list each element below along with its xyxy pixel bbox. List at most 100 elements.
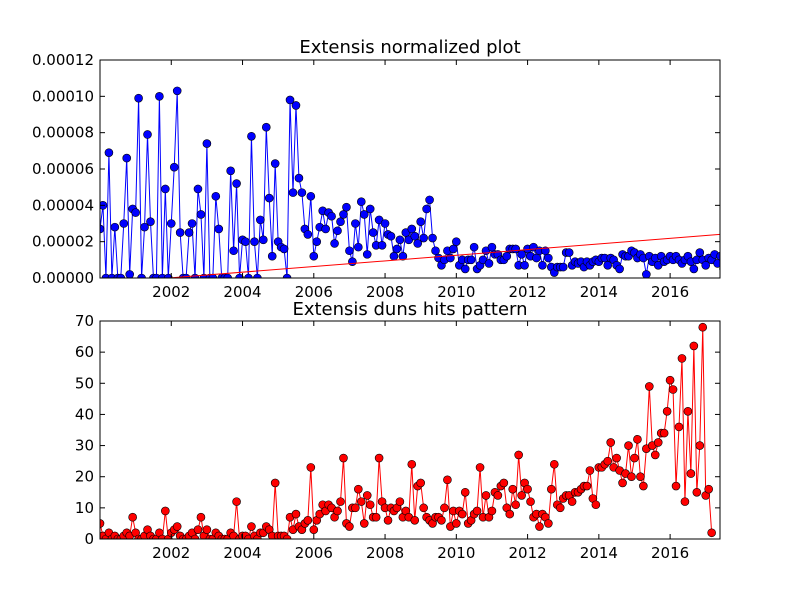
data-point: [351, 219, 360, 228]
y-axis: 0 10 20 30 40 50 60 70: [75, 312, 720, 548]
data-point: [131, 208, 140, 217]
data-point: [362, 491, 372, 500]
data-point: [362, 250, 372, 259]
data-point: [505, 509, 515, 519]
data-point: [143, 130, 152, 139]
data-point: [704, 484, 713, 494]
axes-frame: [99, 320, 721, 540]
data-point: [175, 228, 185, 237]
y-tick-label: 0.00004: [32, 196, 94, 214]
data-point: [365, 500, 375, 510]
x-tick-label: 2012: [508, 544, 546, 562]
data-point: [701, 260, 711, 270]
x-tick-label: 2006: [295, 283, 333, 301]
data-point: [306, 191, 316, 201]
data-point: [306, 463, 316, 472]
data-point: [270, 159, 280, 168]
y-tick-label: 10: [75, 499, 94, 517]
data-point: [119, 219, 129, 228]
data-point: [377, 241, 387, 250]
data-point: [538, 260, 547, 270]
data-point: [211, 191, 221, 201]
data-point: [639, 481, 648, 491]
data-point: [282, 534, 292, 539]
data-point: [187, 219, 197, 228]
axes-frame: [99, 59, 721, 279]
data-point: [354, 484, 363, 494]
data-point: [659, 428, 669, 438]
data-point: [354, 242, 363, 252]
data-point: [627, 472, 636, 482]
data-point: [247, 522, 256, 531]
data-point: [410, 231, 420, 241]
data-point: [591, 500, 601, 510]
data-point: [374, 453, 384, 463]
data-point: [475, 463, 485, 472]
data-point: [155, 92, 164, 101]
data-point: [253, 273, 262, 278]
data-point: [689, 341, 699, 351]
chart-duns-hits-pattern: Extensis duns hits pattern 0 10 20 30 40 50 60…: [75, 299, 721, 562]
data-point: [122, 153, 132, 163]
y-tick-label: 0.00006: [32, 160, 94, 178]
data-point: [169, 162, 179, 172]
data-point: [630, 453, 639, 463]
y-tick-label: 0: [84, 530, 94, 548]
data-point: [428, 233, 437, 243]
data-point: [128, 512, 137, 522]
data-point: [241, 237, 250, 246]
data-point: [674, 422, 684, 432]
data-point: [389, 251, 399, 261]
x-tick-label: 2006: [295, 544, 333, 562]
data-point: [256, 215, 265, 225]
data-point: [633, 435, 642, 444]
data-point: [202, 139, 212, 148]
data-point: [585, 466, 595, 475]
data-point: [232, 497, 241, 506]
data-point: [291, 509, 301, 519]
data-point: [392, 244, 402, 254]
data-point: [294, 173, 304, 183]
data-point: [466, 255, 476, 265]
y-tick-label: 30: [75, 437, 94, 455]
data-point: [244, 273, 253, 278]
data-point: [288, 188, 298, 197]
x-tick-label: 2002: [152, 544, 190, 562]
data-point: [624, 441, 633, 450]
data-point: [437, 516, 446, 525]
data-point: [339, 453, 348, 463]
data-point: [407, 224, 417, 234]
data-point: [214, 224, 224, 234]
data-point: [460, 264, 470, 274]
data-point: [469, 242, 479, 252]
x-tick-label: 2014: [580, 544, 618, 562]
data-point: [499, 478, 509, 488]
x-tick-label: 2004: [223, 544, 261, 562]
data-point: [615, 264, 624, 274]
data-point: [636, 472, 645, 482]
data-point: [645, 382, 654, 391]
x-tick-label: 2016: [651, 544, 689, 562]
data-point: [582, 481, 592, 491]
data-point: [502, 251, 512, 261]
series-0: [100, 86, 720, 278]
data-point: [161, 506, 170, 516]
data-point: [110, 222, 120, 232]
data-point: [333, 226, 342, 236]
plot-area: [100, 322, 716, 539]
data-point: [282, 273, 292, 278]
data-point: [116, 273, 126, 278]
data-point: [413, 239, 423, 248]
data-point: [247, 132, 256, 141]
data-point: [564, 248, 574, 257]
y-tick-label: 70: [75, 312, 94, 330]
data-point: [650, 450, 660, 460]
data-point: [365, 204, 375, 214]
data-point: [297, 188, 307, 197]
data-point: [443, 475, 452, 485]
x-tick-label: 2002: [152, 283, 190, 301]
data-point: [452, 237, 461, 246]
x-tick-label: 2016: [651, 283, 689, 301]
data-point: [336, 217, 345, 226]
y-axis: 0.00000 0.00002 0.00004 0.00006 0.00008 0.000…: [32, 51, 720, 287]
